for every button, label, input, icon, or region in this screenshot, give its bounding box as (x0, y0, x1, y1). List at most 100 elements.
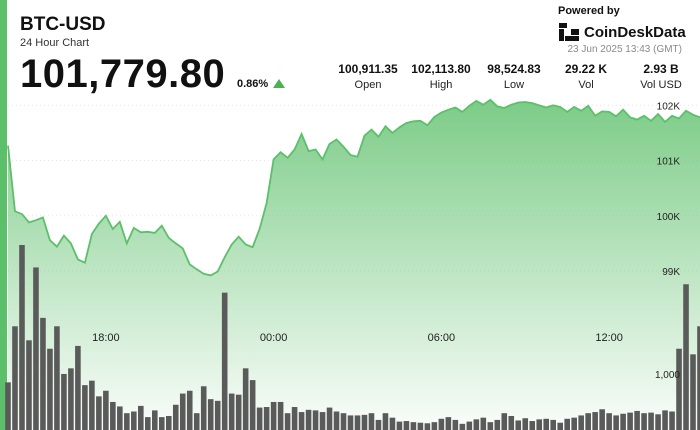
volume-bar (200, 386, 207, 430)
volume-bar (382, 413, 389, 430)
volume-bar (620, 413, 626, 430)
stat-label: High (429, 79, 453, 91)
volume-bar (529, 421, 536, 430)
stat-value: 100,911.35 (338, 62, 398, 76)
volume-bar (277, 401, 284, 430)
y-tick-label: 102K (657, 101, 681, 112)
volume-bar (207, 399, 214, 430)
volume-bar (124, 413, 130, 430)
volume-bar (480, 417, 487, 430)
x-tick-label: 12:00 (595, 332, 623, 344)
volume-tick-label: 1,000 (655, 370, 680, 381)
volume-bar (75, 345, 81, 430)
volume-bar (298, 412, 305, 430)
stat-value: 2.93 B (643, 62, 679, 76)
volume-bar (431, 422, 438, 430)
stat-value: 102,113.80 (411, 62, 471, 76)
y-tick-label: 101K (657, 157, 681, 168)
volume-bar (249, 380, 256, 430)
timestamp: 23 Jun 2025 13:43 (GMT) (567, 44, 682, 55)
volume-bar (564, 418, 570, 430)
volume-bar (61, 373, 67, 430)
volume-bar (501, 413, 508, 430)
volume-bar (522, 418, 529, 430)
volume-bar (473, 419, 480, 430)
volume-bar (96, 396, 102, 430)
volume-bar (690, 354, 696, 430)
volume-bar (536, 419, 543, 430)
volume-bar (138, 405, 144, 430)
volume-bar (291, 407, 298, 430)
volume-bar (256, 407, 263, 430)
x-tick-label: 06:00 (428, 332, 456, 344)
volume-bar (145, 417, 151, 430)
volume-bar (641, 413, 647, 430)
volume-bar (26, 340, 32, 430)
stat-label: Open (354, 79, 382, 91)
volume-bar (459, 423, 466, 430)
volume-bar (445, 417, 452, 430)
stat-volume: 29.22 K Vol (546, 62, 626, 91)
volume-bar (33, 267, 39, 430)
volume-bar (312, 410, 319, 430)
brand-name: CoinDeskData (584, 23, 686, 41)
price-chart[interactable]: 102K 101K 100K 99K 1,000 18:00 00:00 06:00 12:0… (0, 95, 700, 430)
volume-bar (368, 413, 375, 430)
up-arrow-icon (273, 79, 285, 88)
volume-bar (361, 414, 368, 430)
volume-bar (5, 382, 11, 430)
stat-label: Low (503, 79, 525, 91)
volume-bar (655, 414, 661, 430)
volume-bar (214, 400, 221, 430)
stat-high: 102,113.80 High (401, 62, 481, 91)
volume-bar (494, 419, 501, 430)
volume-bar (669, 411, 675, 430)
x-tick-label: 00:00 (260, 332, 288, 344)
volume-bar (131, 411, 137, 430)
volume-bar (487, 422, 494, 430)
volume-bar (550, 419, 557, 430)
volume-bar (110, 401, 116, 430)
volume-bar (235, 394, 242, 430)
volume-bar (403, 421, 410, 430)
volume-bar (417, 422, 424, 430)
volume-bar (228, 393, 235, 430)
volume-bar (389, 417, 396, 430)
volume-bar (571, 417, 577, 430)
volume-bar (683, 284, 689, 430)
volume-bar (186, 390, 193, 430)
volume-bar (424, 423, 431, 430)
volume-bar (326, 407, 333, 430)
volume-bar (151, 410, 158, 430)
volume-bar (452, 419, 459, 430)
volume-bar (193, 413, 200, 430)
volume-bar (410, 422, 417, 430)
y-tick-label: 100K (657, 212, 681, 223)
chart-subtitle: 24 Hour Chart (20, 37, 90, 49)
volume-bar (585, 413, 591, 430)
volume-bar (592, 412, 598, 430)
volume-bar (676, 348, 682, 430)
volume-bar (165, 415, 172, 430)
volume-bar (648, 412, 654, 430)
current-price: 101,779.80 (20, 52, 226, 96)
volume-bar (68, 368, 74, 430)
volume-bar (179, 393, 186, 430)
volume-bar (305, 409, 312, 430)
volume-bar (557, 422, 563, 430)
volume-bar (578, 415, 584, 430)
volume-bar (662, 410, 668, 430)
stat-label: Vol (578, 79, 594, 91)
stat-value: 98,524.83 (487, 62, 541, 76)
volume-bar (515, 420, 522, 430)
volume-bar (340, 413, 347, 430)
volume-bar (697, 326, 700, 430)
volume-bar (354, 415, 361, 430)
volume-bar (284, 413, 291, 430)
volume-bar (40, 317, 46, 430)
brand-logo[interactable]: CoinDeskData (558, 22, 686, 42)
volume-bar (319, 412, 326, 430)
volume-bar (508, 415, 515, 430)
volume-bar (117, 406, 123, 430)
price-area (8, 99, 700, 430)
